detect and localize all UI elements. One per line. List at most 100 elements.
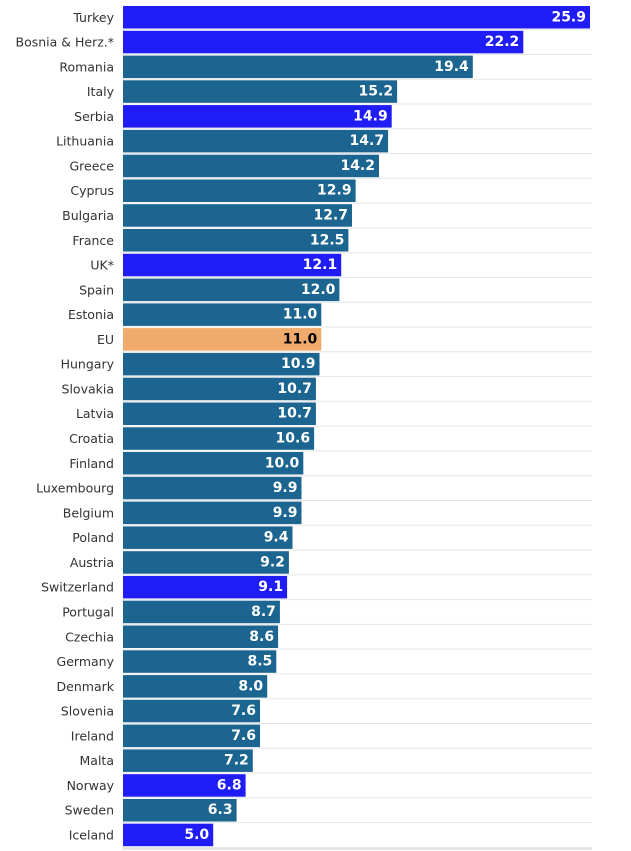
value-label: 7.6 <box>231 728 256 744</box>
bar-eu <box>123 625 279 648</box>
category-label: Malta <box>80 753 114 768</box>
value-label: 25.9 <box>551 9 586 25</box>
category-labels: Turkey Bosnia & Herz.* Romania Italy Serbia L… <box>16 10 115 843</box>
bar-eu <box>123 303 322 326</box>
value-label: 10.6 <box>276 431 311 447</box>
category-label: Slovenia <box>61 704 114 719</box>
category-label: Turkey <box>72 10 114 25</box>
category-label: UK* <box>90 258 114 273</box>
value-label: 6.3 <box>208 802 233 818</box>
gridlines <box>123 29 592 848</box>
category-label: Belgium <box>63 505 114 520</box>
value-label: 6.8 <box>217 777 242 793</box>
value-label: 9.9 <box>273 505 298 521</box>
bar-eu <box>123 551 289 574</box>
bar-eu <box>123 129 389 153</box>
bar-eu <box>123 799 237 822</box>
bar-eu <box>123 154 379 178</box>
bar-eu <box>123 724 260 748</box>
bar-eu <box>123 80 398 103</box>
category-label: Ireland <box>71 728 114 743</box>
category-label: Lithuania <box>56 134 114 149</box>
bar-non-eu <box>123 253 342 277</box>
category-label: Sweden <box>65 803 114 818</box>
category-label: Luxembourg <box>36 481 114 496</box>
bar-eu <box>123 55 473 79</box>
value-label: 10.9 <box>281 356 316 372</box>
bar-eu <box>123 526 293 549</box>
category-label: EU <box>97 332 114 347</box>
bar-eu <box>123 501 302 525</box>
value-label: 7.2 <box>224 753 249 769</box>
value-label: 5.0 <box>184 827 209 843</box>
bar-eu <box>123 600 280 624</box>
value-label: 14.9 <box>353 108 388 124</box>
value-label: 12.1 <box>303 257 338 273</box>
category-label: Italy <box>87 84 115 99</box>
value-label: 12.5 <box>310 232 345 248</box>
category-label: Bosnia & Herz.* <box>16 35 115 50</box>
bar-eu-average <box>123 328 322 351</box>
bar-eu <box>123 179 356 202</box>
category-label: France <box>72 233 114 248</box>
bar-eu <box>123 402 316 425</box>
category-label: Poland <box>72 530 114 545</box>
category-label: Hungary <box>61 357 115 372</box>
value-label: 8.6 <box>249 629 274 645</box>
value-labels: 25.9 22.2 19.4 15.2 14.9 14.7 14.2 12.9 12.7 12.5… <box>184 9 586 843</box>
value-label: 22.2 <box>485 34 520 50</box>
category-label: Germany <box>57 654 115 669</box>
bar-non-eu <box>123 6 590 29</box>
category-label: Latvia <box>76 406 114 421</box>
category-label: Croatia <box>69 431 114 446</box>
category-label: Estonia <box>68 307 114 322</box>
value-label: 7.6 <box>231 703 256 719</box>
category-label: Switzerland <box>41 580 114 595</box>
category-label: Bulgaria <box>62 208 114 223</box>
bar-eu <box>123 650 277 673</box>
bar-eu <box>123 278 340 302</box>
value-label: 14.2 <box>340 158 375 174</box>
bar-eu <box>123 204 352 227</box>
value-label: 12.9 <box>317 183 352 199</box>
value-label: 8.0 <box>238 678 263 694</box>
value-label: 9.4 <box>264 530 289 546</box>
bar-non-eu <box>123 823 214 847</box>
category-label: Slovakia <box>62 381 114 396</box>
category-label: Finland <box>69 456 114 471</box>
category-label: Iceland <box>69 827 114 842</box>
bars <box>123 6 590 847</box>
category-label: Norway <box>67 778 115 793</box>
value-label: 8.5 <box>247 654 272 670</box>
value-label: 12.0 <box>301 282 336 298</box>
value-label: 12.7 <box>313 207 348 223</box>
category-label: Czechia <box>65 629 114 644</box>
value-label: 11.0 <box>283 307 318 323</box>
bar-non-eu <box>123 30 524 54</box>
bar-non-eu <box>123 575 288 599</box>
value-label: 9.9 <box>273 480 298 496</box>
category-label: Denmark <box>57 679 115 694</box>
bar-eu <box>123 452 304 475</box>
category-label: Serbia <box>74 109 114 124</box>
bar-eu <box>123 377 316 401</box>
value-label: 15.2 <box>359 84 394 100</box>
bar-eu <box>123 476 302 500</box>
category-label: Romania <box>59 59 114 74</box>
value-label: 10.7 <box>277 406 312 422</box>
bar-non-eu <box>123 105 392 128</box>
bar-eu <box>123 352 320 376</box>
category-label: Spain <box>79 282 114 297</box>
category-label: Cyprus <box>70 183 114 198</box>
value-label: 10.0 <box>265 455 300 471</box>
value-label: 14.7 <box>350 133 385 149</box>
bar-eu <box>123 427 315 450</box>
value-label: 19.4 <box>434 59 469 75</box>
bar-eu <box>123 699 260 723</box>
category-label: Austria <box>70 555 114 570</box>
value-label: 11.0 <box>283 331 318 347</box>
category-label: Greece <box>70 158 115 173</box>
bar-eu <box>123 749 253 772</box>
bar-eu <box>123 675 268 698</box>
